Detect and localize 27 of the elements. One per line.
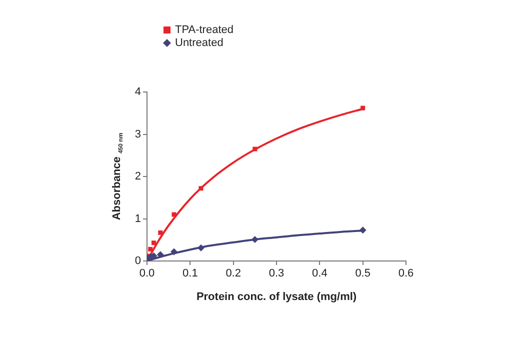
y-tick-label: 4 xyxy=(134,86,141,98)
point xyxy=(251,236,258,243)
point xyxy=(148,246,153,252)
point xyxy=(359,226,366,234)
x-tick-label: 0.1 xyxy=(182,268,198,280)
x-tick-label: 0.4 xyxy=(312,268,328,280)
point xyxy=(151,240,156,246)
x-tick-label: 0.2 xyxy=(226,268,241,280)
y-tick-label: 0 xyxy=(134,255,141,268)
point xyxy=(197,244,204,252)
x-axis-title: Protein conc. of lysate (mg/ml) xyxy=(196,291,357,304)
x-tick-label: 0.5 xyxy=(355,268,370,280)
point xyxy=(252,146,258,152)
x-tick-label: 0.3 xyxy=(268,268,284,280)
point xyxy=(170,248,178,256)
y-tick-label: 1 xyxy=(134,212,141,225)
y-tick-label: 3 xyxy=(134,128,141,140)
x-tick-label: 0.0 xyxy=(139,268,155,280)
y-tick-label: 2 xyxy=(134,170,141,183)
point xyxy=(360,106,366,110)
point xyxy=(156,251,164,258)
point xyxy=(198,186,204,191)
legend-label: TPA-treated xyxy=(175,24,234,36)
point xyxy=(158,230,163,235)
x-tick-label: 0.6 xyxy=(398,268,414,280)
legend-label: Untreated xyxy=(175,37,224,50)
point xyxy=(172,212,176,217)
